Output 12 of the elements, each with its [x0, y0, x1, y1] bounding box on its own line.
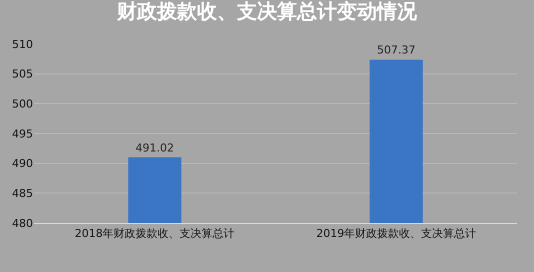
y-tick-label: 490: [12, 157, 33, 170]
chart-title: 财政拨款收、支决算总计变动情况: [116, 0, 418, 24]
y-tick-label: 510: [12, 38, 33, 51]
y-tick-label: 480: [12, 216, 33, 230]
x-tick-label: 2019年财政拨款收、支决算总计: [316, 227, 476, 240]
y-tick-label: 505: [12, 68, 33, 81]
data-label: 491.02: [136, 141, 174, 154]
y-tick-label: 495: [12, 127, 33, 140]
y-tick-label: 485: [12, 187, 33, 200]
y-tick-label: 500: [12, 98, 33, 111]
data-label: 507.37: [377, 44, 416, 57]
x-tick-label: 2018年财政拨款收、支决算总计: [74, 227, 235, 240]
